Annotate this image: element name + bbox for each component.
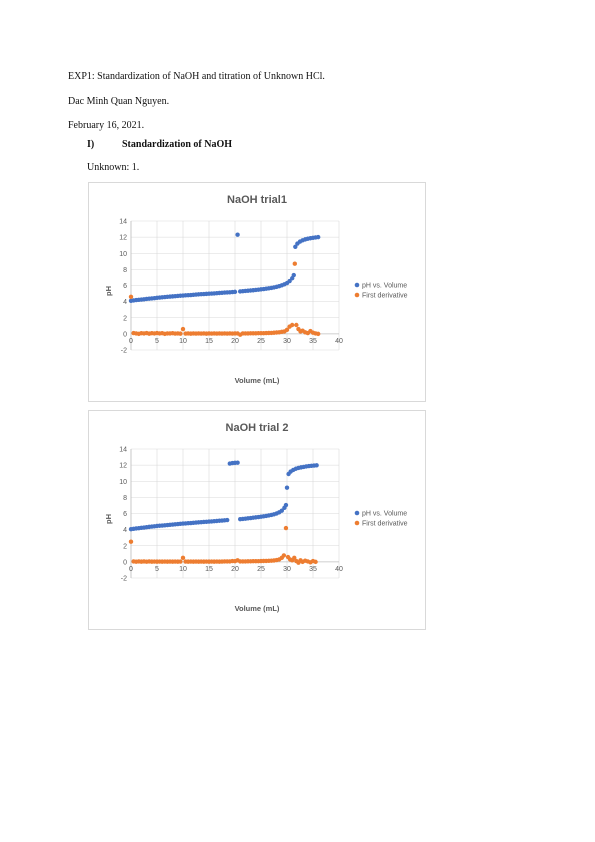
derivative-point: [294, 322, 299, 328]
legend-marker-derivative: [354, 292, 360, 298]
x-tick-label: 20: [231, 566, 239, 573]
y-tick-label: 14: [119, 447, 127, 454]
x-tick-label: 35: [309, 566, 317, 573]
ph-point: [314, 463, 319, 468]
y-tick-label: 4: [123, 299, 127, 306]
x-tick-labels: 0 5 10 15 20 25 30 35 40: [129, 338, 343, 345]
y-tick-labels: -2 0 2 4 6 8 10 12 14: [119, 447, 127, 583]
legend-label-derivative: First derivative: [362, 293, 408, 300]
chart-gridlines: [130, 448, 340, 579]
x-tick-label: 25: [257, 566, 265, 573]
chart-legend: pH vs. Volume First derivative: [354, 510, 408, 528]
chart-points: [128, 232, 321, 337]
derivative-point: [284, 327, 290, 333]
x-tick-label: 30: [283, 566, 291, 573]
y-tick-label: 10: [119, 251, 127, 258]
derivative-point: [316, 331, 321, 337]
ph-point: [235, 232, 240, 237]
x-tick-label: 15: [205, 566, 213, 573]
derivative-point: [178, 331, 183, 336]
ph-point: [293, 244, 298, 249]
chart-legend: pH vs. Volume First derivative: [354, 282, 408, 300]
ph-point: [287, 278, 292, 284]
ph-point: [284, 485, 290, 490]
y-tick-label: 4: [123, 527, 127, 534]
x-tick-label: 5: [155, 566, 159, 573]
x-tick-label: 0: [129, 566, 133, 573]
derivative-point: [292, 555, 297, 561]
x-tick-label: 30: [283, 338, 291, 345]
x-tick-label: 40: [335, 338, 343, 345]
y-tick-label: 6: [123, 511, 127, 518]
document-date: February 16, 2021.: [68, 120, 145, 131]
y-tick-label: 6: [123, 283, 127, 290]
derivative-point: [180, 326, 186, 332]
derivative-point: [178, 559, 183, 564]
x-tick-label: 15: [205, 338, 213, 345]
document-title: EXP1: Standardization of NaOH and titrat…: [68, 71, 325, 82]
derivative-point: [290, 322, 295, 328]
derivative-point: [180, 555, 186, 561]
y-tick-label: 12: [119, 463, 127, 470]
x-axis-label: Volume (mL): [235, 604, 280, 613]
x-tick-label: 5: [155, 338, 159, 345]
ph-point: [283, 502, 289, 508]
ph-point: [225, 517, 230, 523]
legend-marker-derivative: [354, 520, 360, 526]
x-tick-label: 20: [231, 338, 239, 345]
section-number: I): [87, 139, 95, 150]
x-axis-label: Volume (mL): [235, 376, 280, 385]
derivative-point: [313, 559, 318, 565]
y-tick-label: -2: [121, 348, 127, 355]
author-name: Dac Minh Quan Nguyen.: [68, 96, 170, 107]
derivative-point: [128, 294, 134, 299]
legend-label-derivative: First derivative: [362, 521, 408, 528]
chart-title: NaOH trial1: [227, 194, 287, 206]
y-tick-label: 12: [119, 235, 127, 242]
y-tick-label: 10: [119, 479, 127, 486]
derivative-point: [281, 553, 287, 558]
section-title: Standardization of NaOH: [122, 139, 233, 150]
y-tick-label: 0: [123, 559, 127, 566]
y-tick-label: 8: [123, 495, 127, 502]
legend-label-ph: pH vs. Volume: [362, 511, 407, 518]
ph-point: [235, 460, 240, 465]
ph-point: [291, 272, 296, 278]
x-tick-labels: 0 5 10 15 20 25 30 35 40: [129, 566, 343, 573]
derivative-point: [128, 539, 134, 544]
x-tick-label: 0: [129, 338, 133, 345]
unknown-label: Unknown: 1.: [87, 162, 140, 173]
legend-marker-ph: [354, 510, 360, 516]
chart-points: [128, 460, 319, 565]
x-tick-label: 40: [335, 566, 343, 573]
y-tick-label: 2: [123, 543, 127, 550]
x-tick-label: 10: [179, 566, 187, 573]
chart-trial-1: NaOH trial1 -2 0 2 4 6 8 10 12 14 0 5 10 15 20 25 30 35…: [88, 182, 426, 402]
y-tick-labels: -2 0 2 4 6 8 10 12 14: [119, 219, 127, 355]
x-tick-label: 35: [309, 338, 317, 345]
y-tick-label: -2: [121, 576, 127, 583]
x-tick-label: 25: [257, 338, 265, 345]
derivative-point: [283, 525, 289, 531]
chart-title: NaOH trial 2: [226, 422, 289, 434]
y-axis-label: pH: [104, 514, 113, 524]
y-axis-label: pH: [104, 286, 113, 296]
y-tick-label: 8: [123, 267, 127, 274]
y-tick-label: 2: [123, 315, 127, 322]
chart-trial-2: NaOH trial 2 -2 0 2 4 6 8 10 12 14 0 5 10 15 20 25 30 3…: [88, 410, 426, 630]
ph-point: [279, 508, 284, 513]
y-tick-label: 0: [123, 331, 127, 338]
ph-point: [232, 289, 238, 295]
y-tick-label: 14: [119, 219, 127, 226]
derivative-point: [292, 261, 297, 266]
legend-marker-ph: [354, 282, 360, 288]
chart-gridlines: [130, 220, 340, 351]
legend-label-ph: pH vs. Volume: [362, 283, 407, 290]
x-tick-label: 10: [179, 338, 187, 345]
ph-point: [316, 234, 321, 240]
